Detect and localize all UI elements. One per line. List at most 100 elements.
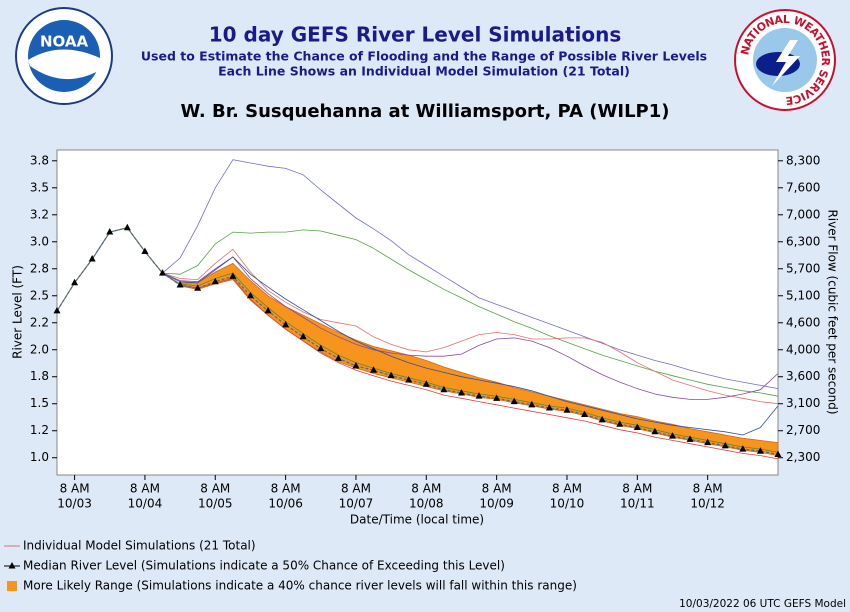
noaa-logo: NOAA [15,7,113,105]
x-tick-label: 8 AM [411,482,441,496]
median-marker [440,385,448,393]
member-line [56,159,779,389]
subtitle: Used to Estimate the Chance of Flooding … [141,49,707,64]
x-tick-label: 10/08 [409,497,444,511]
y-tick-label: 1.8 [30,369,49,383]
location-title: W. Br. Susquehanna at Williamsport, PA (… [181,101,670,122]
x-tick-label: 8 AM [482,482,512,496]
y2-tick-label: 5,100 [786,288,820,302]
x-tick-label: 8 AM [693,482,723,496]
legend-median-marker [8,562,16,569]
x-tick-label: 10/07 [339,497,374,511]
y2-tick-label: 7,600 [786,180,820,194]
member-line [56,227,779,397]
median-marker [246,291,254,299]
x-tick-label: 10/06 [268,497,303,511]
x-tick-label: 10/12 [690,497,725,511]
x-axis-label: Date/Time (local time) [350,513,484,527]
y-tick-label: 2.2 [30,315,49,329]
median-marker [71,278,79,286]
y-tick-label: 1.0 [30,450,49,464]
y2-tick-label: 7,000 [786,207,820,221]
median-marker [176,280,184,288]
median-marker [704,438,712,446]
median-marker [88,255,96,262]
median-marker [686,435,694,442]
x-tick-label: 10/04 [128,497,163,511]
median-marker [563,406,571,413]
noaa-logo-text: NOAA [40,33,89,51]
x-tick-label: 10/11 [620,497,655,511]
y-tick-label: 3.0 [30,234,49,248]
y-tick-label: 3.8 [30,153,49,167]
title: 10 day GEFS River Level Simulations [209,23,622,47]
legend-label: Median River Level (Simulations indicate… [23,559,505,573]
median-marker [457,388,465,396]
legend-label: More Likely Range (Simulations indicate … [23,579,577,593]
y-tick-label: 2.0 [30,342,49,356]
x-tick-label: 10/10 [550,497,585,511]
footer: 10/03/2022 06 UTC GEFS Model [679,598,846,610]
median-marker [299,332,307,340]
x-tick-label: 10/05 [198,497,233,511]
x-tick-label: 10/09 [479,497,514,511]
x-tick-label: 10/03 [57,497,92,511]
median-marker [405,375,413,383]
x-tick-label: 8 AM [200,482,230,496]
y-tick-label: 1.5 [30,396,49,410]
median-marker [282,320,290,328]
y-tick-label: 3.5 [30,180,49,194]
x-tick-label: 8 AM [622,482,652,496]
legend-label: Individual Model Simulations (21 Total) [23,539,256,553]
median-marker [194,284,202,291]
member-line [56,227,779,405]
median-marker [493,394,501,401]
median-marker [334,354,342,361]
x-tick-label: 8 AM [271,482,301,496]
median-marker [229,272,237,279]
median-marker [633,423,641,430]
member-line [56,227,779,453]
y2-tick-label: 6,300 [786,234,820,248]
median-marker [387,371,395,379]
median-marker [211,277,219,285]
median-marker [545,404,553,411]
y2-tick-label: 4,000 [786,342,820,356]
y-tick-label: 2.8 [30,261,49,275]
median-marker [141,247,149,254]
plot-area [56,149,779,476]
y2-tick-label: 8,300 [786,153,820,167]
median-marker [264,306,272,314]
member-line [56,227,779,460]
y2-tick-label: 2,700 [786,423,820,437]
median-marker [598,415,606,423]
member-line [56,227,779,400]
median-marker [106,228,114,235]
x-tick-label: 8 AM [130,482,160,496]
y2-tick-label: 5,700 [786,261,820,275]
nws-logo: NATIONAL WEATHER SERVICE [734,9,836,111]
median-marker [616,420,624,427]
median-marker [352,361,360,369]
median-marker [475,392,483,399]
x-tick-label: 8 AM [60,482,90,496]
median-marker [739,445,747,452]
median-marker [370,366,378,373]
median-marker [651,427,659,435]
y2-axis-label: River Flow (cubic feet per second) [826,209,840,414]
median-marker [422,380,430,387]
x-tick-label: 8 AM [341,482,371,496]
member-line [56,227,779,436]
y2-tick-label: 4,600 [786,315,820,329]
y2-tick-label: 2,300 [786,450,820,464]
median-marker [159,269,167,276]
median-marker [668,432,676,439]
y-tick-label: 2.5 [30,288,49,302]
median-marker [774,450,782,457]
median-marker [53,306,61,314]
y2-tick-label: 3,100 [786,396,820,410]
median-marker [581,410,589,418]
y-tick-label: 3.2 [30,207,49,221]
median-marker [123,223,131,231]
